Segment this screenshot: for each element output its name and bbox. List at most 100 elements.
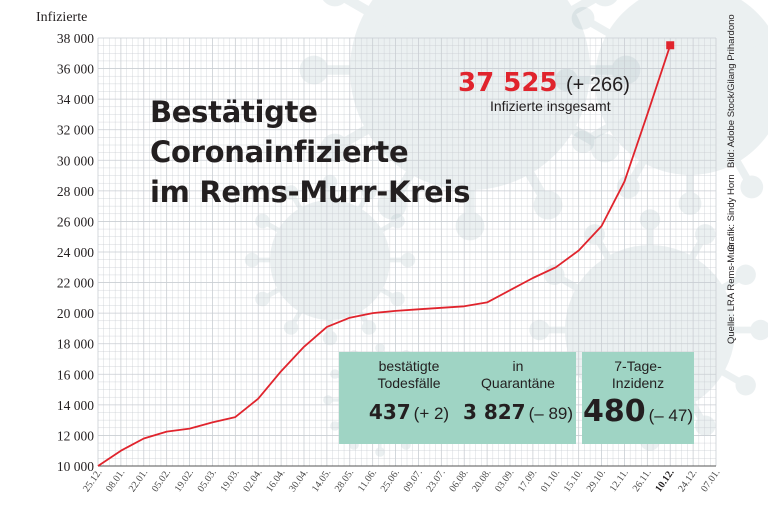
y-tick-label: 32 000 <box>57 123 94 138</box>
virus-spike-tip <box>322 174 338 190</box>
x-tick-label: 23.07. <box>424 467 447 494</box>
virus-spike <box>261 257 332 302</box>
virus-spike <box>288 191 333 262</box>
stat-box-incidence: 7-Tage- Inzidenz 480 (– 47) <box>582 352 694 444</box>
virus-spike-tip <box>322 0 347 7</box>
virus-spike-tip <box>400 252 416 268</box>
stat-value: 480 <box>582 394 646 429</box>
x-tick-label: 22.01. <box>127 467 150 494</box>
virus-spike <box>686 0 741 82</box>
virus-spike-tip <box>323 395 333 405</box>
y-tick-label: 34 000 <box>57 92 94 107</box>
x-tick-label: 11.06. <box>356 467 379 493</box>
virus-spike <box>465 0 516 73</box>
y-tick-label: 12 000 <box>57 428 94 443</box>
y-tick-label: 16 000 <box>57 367 94 382</box>
total-delta: (+ 266) <box>565 74 630 96</box>
y-tick-label: 18 000 <box>57 337 94 352</box>
x-tick-label: 29.10. <box>585 467 608 494</box>
virus-spike-tip <box>377 190 407 220</box>
x-tick-label: 06.08. <box>447 467 470 494</box>
virus-spike-tip <box>571 6 595 30</box>
x-tick-label: 02.04. <box>241 467 264 494</box>
virus-spike-tip <box>390 213 405 229</box>
total-value: 37 525 <box>458 68 558 98</box>
virus-spike-tip <box>750 319 768 341</box>
y-tick-label: 10 000 <box>57 459 94 474</box>
x-tick-label: 19.03. <box>218 467 241 494</box>
stat-delta: (+ 2) <box>413 404 450 423</box>
virus-spike-tip <box>255 291 270 307</box>
x-tick-label: 01.10. <box>539 467 562 494</box>
x-tick-label: 28.05. <box>333 467 356 494</box>
virus-spike <box>688 76 768 130</box>
stat-value: 3 827 <box>462 400 526 424</box>
virus-spike-tip <box>735 375 756 396</box>
x-tick-label: 05.02. <box>150 467 173 494</box>
virus-spike-tip <box>244 252 260 268</box>
x-tick-label: 24.12. <box>676 467 699 494</box>
stat-label: bestätigte <box>378 358 440 374</box>
virus-spike <box>686 78 756 189</box>
x-tick-label: 26.11. <box>631 467 654 493</box>
virus-spike <box>332 65 473 153</box>
virus-spike <box>328 257 399 302</box>
virus-spike-tip <box>361 320 377 335</box>
virus-spike-tip <box>695 224 716 245</box>
virus-spike-tip <box>678 192 702 215</box>
virus-spike-tip <box>255 213 270 229</box>
credits: Quelle: LRA Rems-Murr Grafik: Sindy Horn… <box>722 6 762 346</box>
chart-title-line: im Rems-Murr-Kreis <box>150 175 471 209</box>
virus-spike-tip <box>283 320 299 335</box>
stat-label: Inzidenz <box>611 375 665 391</box>
virus-spike-tip <box>529 319 550 341</box>
virus-spike-tip <box>740 175 764 199</box>
y-tick-label: 38 000 <box>57 31 94 46</box>
x-tick-label: 10.12. <box>653 467 677 494</box>
credit-source: Quelle: LRA Rems-Murr <box>726 243 737 344</box>
y-tick-label: 20 000 <box>57 306 94 321</box>
virus-spike <box>339 0 473 75</box>
virus-spike <box>328 218 399 263</box>
y-axis-label: Infizierte <box>36 10 88 25</box>
virus-spike <box>624 78 694 189</box>
series-end-marker <box>666 41 675 50</box>
series <box>97 41 675 467</box>
x-tick-label: 17.09. <box>516 467 539 494</box>
x-axis-ticks: 25.12. 08.01. 22.01. 05.02. 19.02. 05.03. 19.0… <box>81 467 722 494</box>
virus-spike-tip <box>375 343 385 353</box>
total-infected: 37 525 (+ 266) Infizierte insgesamt <box>458 68 630 114</box>
credit-image: Bild: Adobe Stock/Gilang Prihardono <box>726 14 737 168</box>
stat-delta: (– 89) <box>528 404 574 423</box>
stat-label: 7-Tage- <box>614 358 662 374</box>
virus-spike <box>288 258 333 329</box>
chart-title-line: Coronainfizierte <box>150 135 409 169</box>
total-label: Infizierte insgesamt <box>490 98 611 114</box>
x-tick-label: 12.11. <box>608 467 631 493</box>
x-tick-label: 20.08. <box>470 467 493 494</box>
y-tick-label: 28 000 <box>57 184 94 199</box>
stat-label: Quarantäne <box>481 375 555 391</box>
x-tick-label: 19.02. <box>173 467 196 494</box>
x-tick-label: 25.06. <box>379 467 402 494</box>
virus-spike <box>467 65 608 153</box>
virus-spike-tip <box>322 330 338 346</box>
x-tick-label: 15.10. <box>562 467 585 494</box>
virus-spike-tip <box>590 133 620 163</box>
virus-spike-tip <box>639 209 661 230</box>
stat-label: Todesfälle <box>377 375 441 391</box>
virus-spike-tip <box>555 68 578 92</box>
stat-label: in <box>512 358 524 374</box>
x-tick-label: 07.01. <box>699 467 722 494</box>
credit-graphic: Grafik: Sindy Horn <box>726 174 737 252</box>
y-tick-label: 14 000 <box>57 398 94 413</box>
x-tick-label: 14.05. <box>310 467 333 494</box>
x-tick-label: 08.01. <box>104 467 127 494</box>
x-tick-label: 05.03. <box>196 467 219 494</box>
virus-spike-tip <box>616 175 640 199</box>
y-tick-label: 36 000 <box>57 62 94 77</box>
virus-body <box>270 200 390 320</box>
chart-title-line: Bestätigte <box>150 95 318 129</box>
virus-particle <box>244 174 416 346</box>
virus-spike-tip <box>695 415 716 436</box>
